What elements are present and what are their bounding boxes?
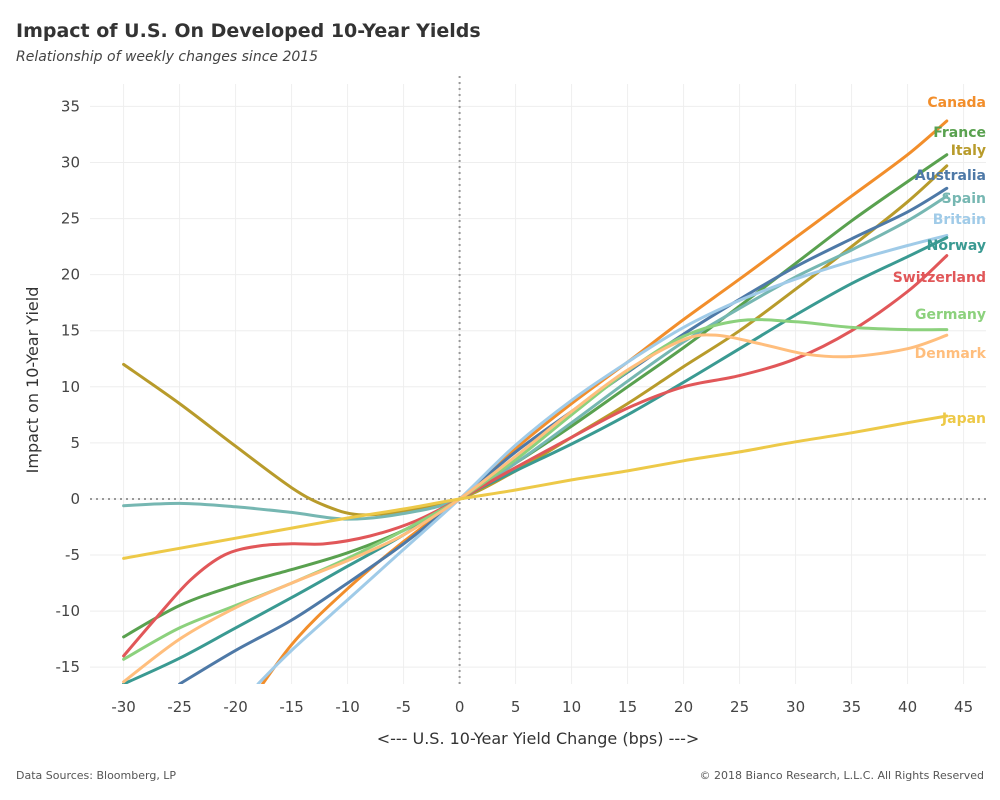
y-tick-labels: -15 -10 -5 0 5 10 15 20 25 30 35 [56, 97, 81, 676]
y-tick-label-3: 0 [70, 490, 80, 508]
chart-subtitle: Relationship of weekly changes since 201… [16, 49, 319, 65]
y-tick-label-5: 10 [61, 378, 80, 396]
series-line-canada [260, 119, 949, 684]
series-label-italy: Italy [951, 143, 986, 159]
y-tick-label-4: 5 [70, 434, 80, 452]
grid-layer [90, 84, 986, 684]
series-label-norway: Norway [927, 238, 986, 254]
x-tick-label-1: -25 [167, 698, 192, 716]
series-labels: Canada France Italy Australia Spain Britain No… [893, 95, 987, 427]
series-label-france: France [933, 125, 986, 141]
x-tick-label-7: 5 [511, 698, 521, 716]
y-tick-label-7: 20 [61, 266, 80, 284]
series-lines [122, 119, 949, 684]
y-axis-title: Impact on 10-Year Yield [23, 287, 42, 474]
x-tick-label-15: 45 [954, 698, 973, 716]
x-tick-label-8: 10 [562, 698, 581, 716]
series-label-denmark: Denmark [915, 346, 987, 362]
y-tick-label-8: 25 [61, 210, 80, 228]
y-tick-label-1: -10 [56, 602, 81, 620]
series-line-france [122, 153, 949, 639]
x-tick-label-6: 0 [455, 698, 465, 716]
x-tick-label-10: 20 [674, 698, 693, 716]
x-tick-label-5: -5 [396, 698, 411, 716]
series-label-switzerland: Switzerland [893, 270, 986, 286]
series-line-britain [256, 233, 949, 684]
series-line-spain [122, 194, 949, 521]
x-tick-label-0: -30 [111, 698, 136, 716]
y-tick-label-10: 35 [61, 97, 80, 115]
y-tick-label-0: -15 [56, 658, 81, 676]
x-tick-label-12: 30 [786, 698, 805, 716]
series-line-germany [122, 318, 949, 661]
series-label-australia: Australia [915, 168, 986, 184]
x-tick-label-4: -10 [335, 698, 360, 716]
series-label-germany: Germany [915, 307, 986, 323]
x-tick-label-11: 25 [730, 698, 749, 716]
x-tick-label-13: 35 [842, 698, 861, 716]
series-line-norway [122, 236, 949, 684]
series-label-canada: Canada [927, 95, 986, 111]
x-tick-labels: -30 -25 -20 -15 -10 -5 0 5 10 15 20 25 30 35 40 45 [111, 698, 973, 716]
y-tick-label-2: -5 [65, 546, 80, 564]
y-tick-label-6: 15 [61, 322, 80, 340]
series-label-japan: Japan [941, 411, 986, 427]
x-tick-label-9: 15 [618, 698, 637, 716]
x-tick-label-14: 40 [898, 698, 917, 716]
y-tick-label-9: 30 [61, 154, 80, 172]
series-line-denmark [122, 333, 949, 684]
x-axis-title: <--- U.S. 10-Year Yield Change (bps) ---… [377, 729, 700, 748]
x-tick-label-2: -20 [223, 698, 248, 716]
data-source-note: Data Sources: Bloomberg, LP [16, 769, 177, 782]
chart-title: Impact of U.S. On Developed 10-Year Yiel… [16, 20, 481, 42]
series-label-spain: Spain [942, 191, 986, 207]
x-tick-label-3: -15 [279, 698, 304, 716]
series-line-japan [122, 414, 949, 560]
series-label-britain: Britain [933, 212, 986, 228]
copyright-note: © 2018 Bianco Research, L.L.C. All Right… [699, 769, 984, 782]
